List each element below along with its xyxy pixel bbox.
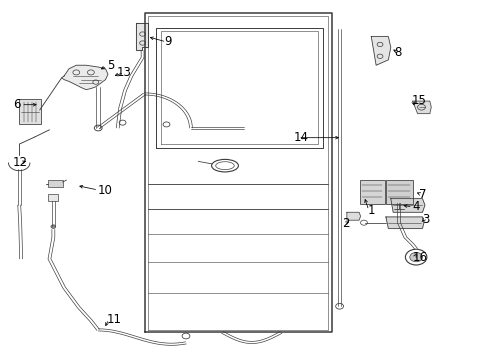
Circle shape [163, 122, 169, 127]
Polygon shape [136, 23, 148, 50]
Polygon shape [61, 65, 108, 90]
Text: 15: 15 [410, 94, 425, 107]
Circle shape [409, 252, 422, 262]
FancyBboxPatch shape [19, 99, 41, 124]
Text: 5: 5 [107, 59, 114, 72]
Circle shape [94, 125, 102, 131]
Text: 2: 2 [341, 217, 349, 230]
Polygon shape [48, 194, 58, 201]
Circle shape [119, 120, 126, 125]
Text: 1: 1 [366, 204, 374, 217]
Text: 9: 9 [163, 35, 171, 49]
Text: 10: 10 [97, 184, 112, 197]
Text: 3: 3 [422, 213, 429, 226]
Text: 11: 11 [107, 312, 122, 326]
Circle shape [182, 333, 189, 339]
Polygon shape [385, 217, 423, 228]
Polygon shape [390, 199, 424, 212]
Polygon shape [412, 101, 430, 114]
Circle shape [405, 249, 426, 265]
Text: 13: 13 [117, 66, 131, 79]
Text: 7: 7 [418, 188, 426, 201]
Circle shape [335, 303, 343, 309]
Text: 8: 8 [394, 46, 401, 59]
Text: 12: 12 [13, 156, 28, 169]
FancyBboxPatch shape [47, 180, 63, 187]
Circle shape [51, 225, 56, 228]
Polygon shape [346, 212, 360, 220]
Circle shape [360, 220, 366, 225]
FancyBboxPatch shape [385, 180, 412, 204]
Polygon shape [370, 37, 390, 65]
Text: 6: 6 [13, 98, 20, 111]
Text: 4: 4 [412, 201, 419, 213]
Text: 16: 16 [412, 251, 427, 264]
FancyBboxPatch shape [359, 180, 384, 204]
Text: 14: 14 [293, 131, 307, 144]
